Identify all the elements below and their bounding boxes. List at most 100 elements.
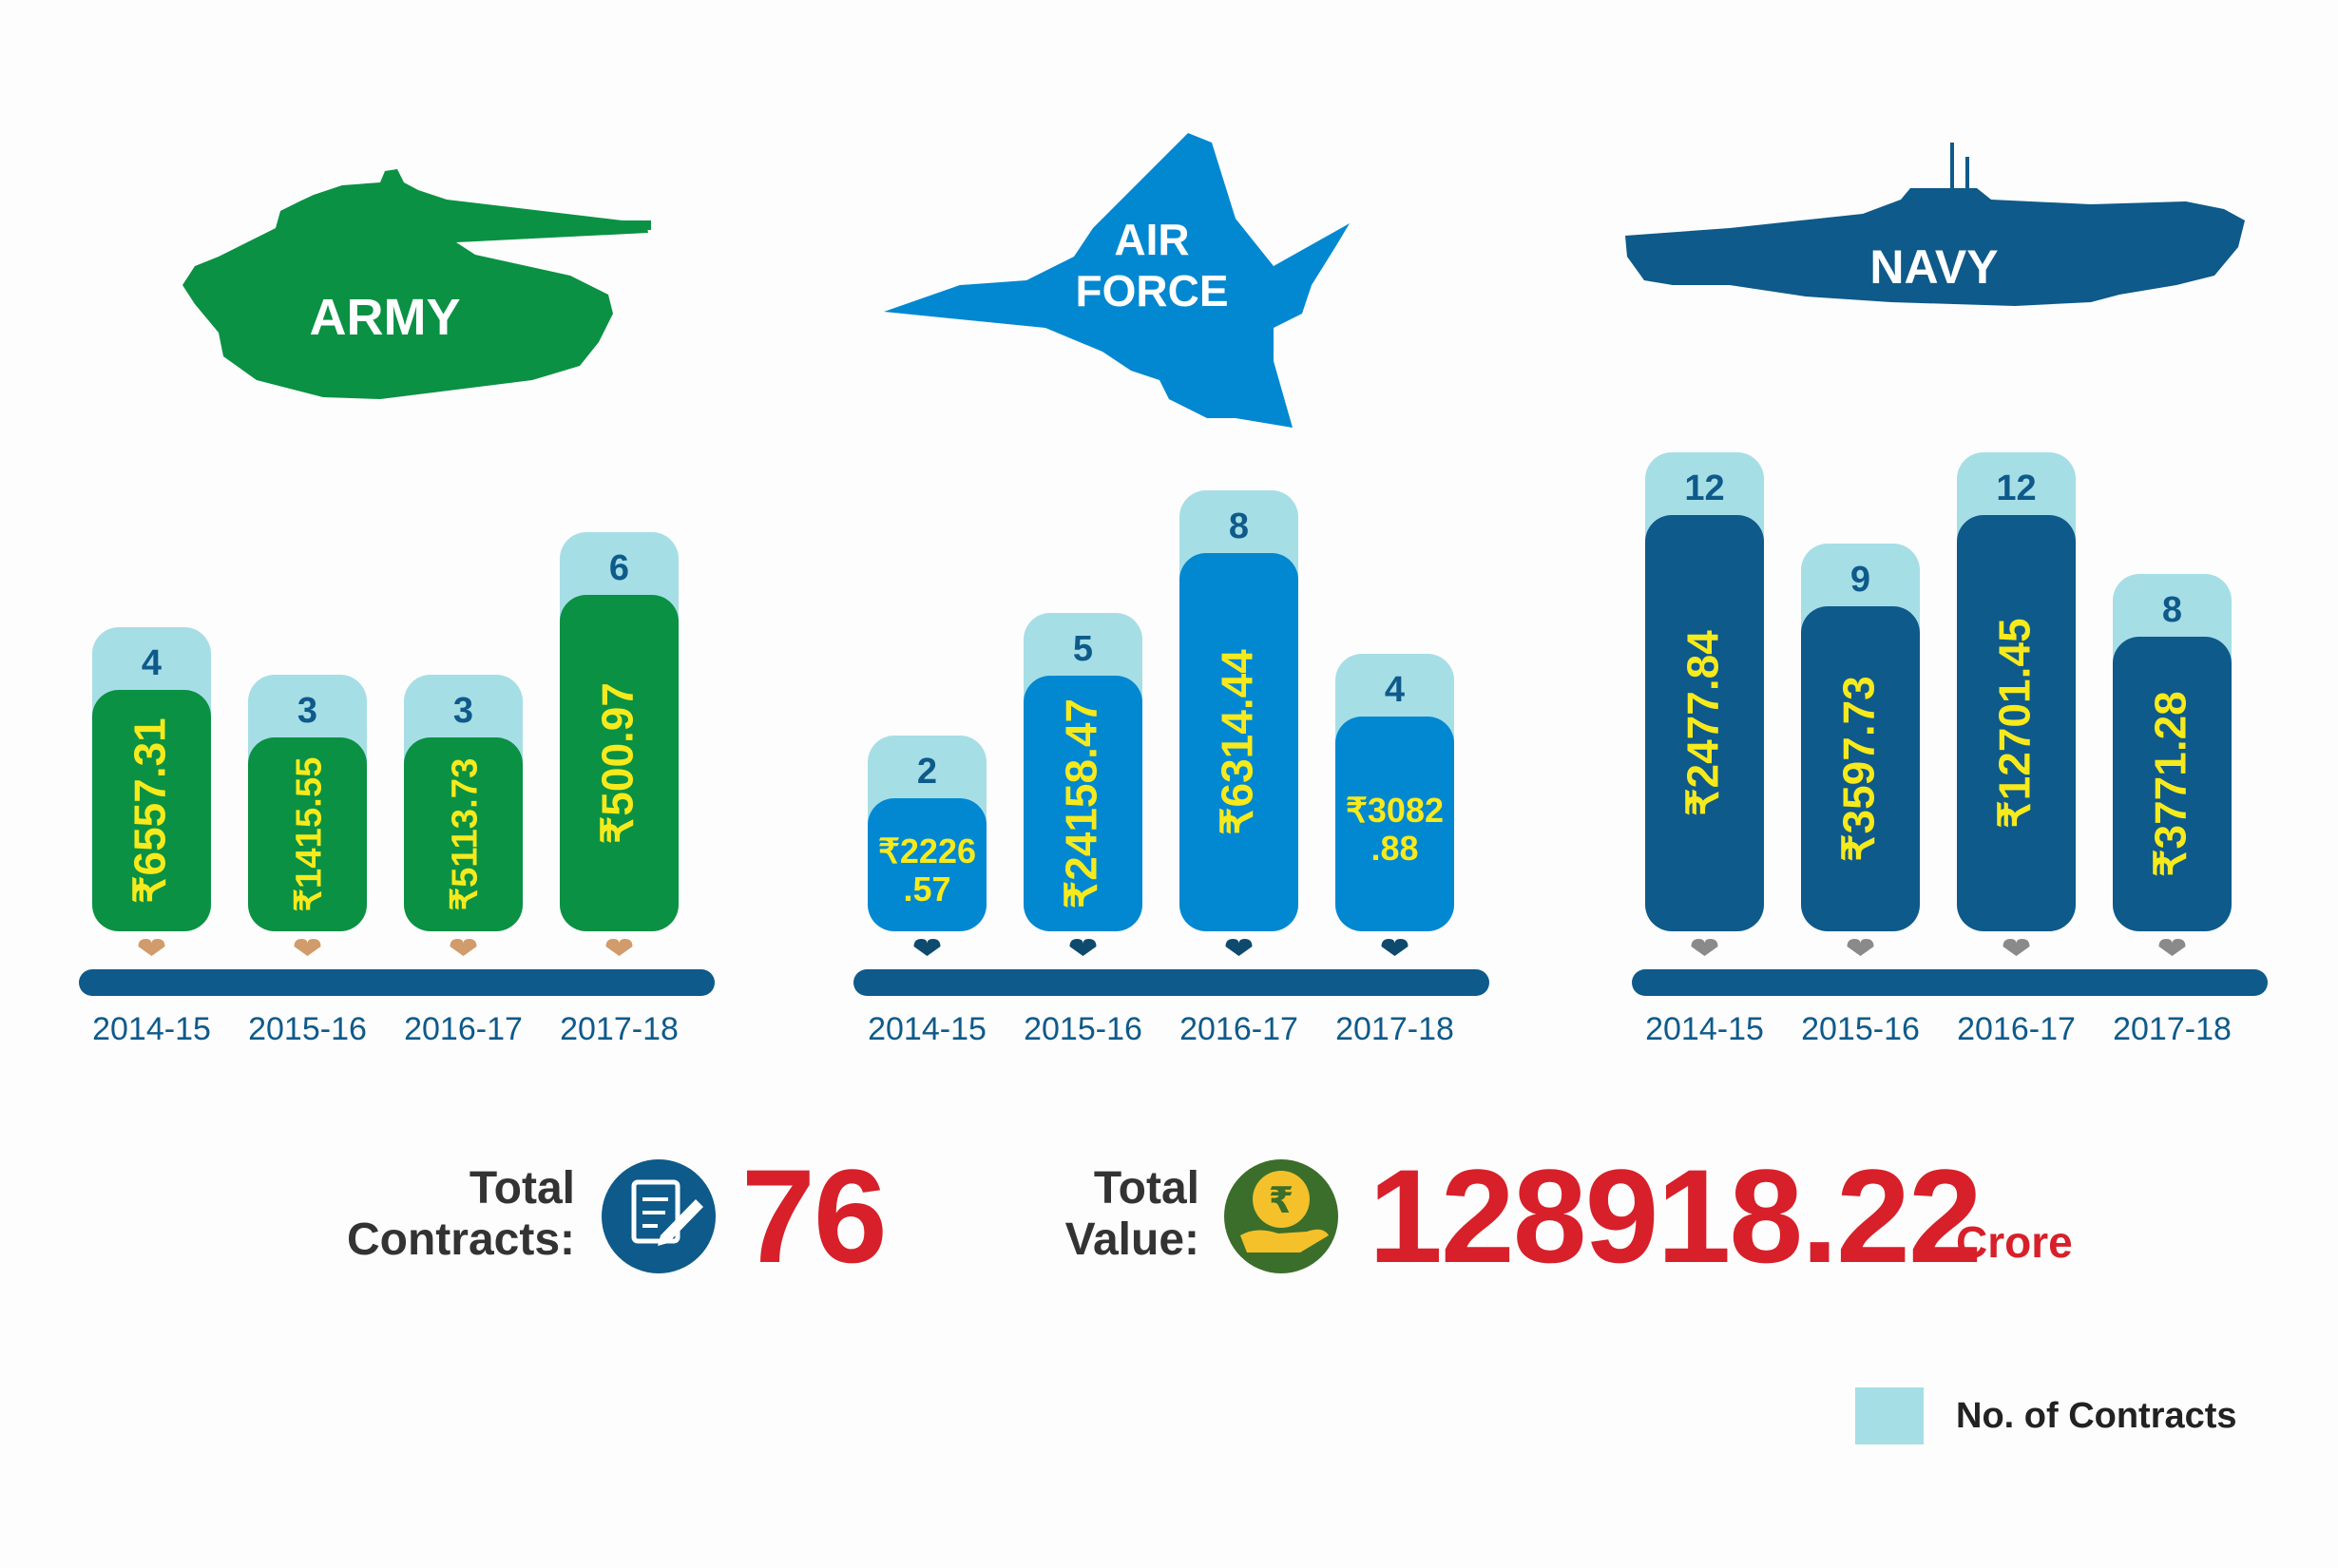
amount-bar (248, 737, 367, 931)
pin-marker (1691, 939, 1718, 956)
amount-label: ₹5113.73 (445, 758, 486, 911)
year-label: 2016-17 (1957, 1011, 2076, 1047)
amount-label: ₹2477.84 (1678, 630, 1728, 816)
amount-bar (92, 690, 211, 931)
amount-bar (2113, 637, 2232, 931)
total-value-label-line2: Value: (1064, 1214, 1199, 1265)
navy-title: NAVY (1869, 240, 1998, 294)
contracts-count-label: 4 (1385, 670, 1405, 710)
amount-label: ₹2226 (878, 832, 976, 870)
amount-label: ₹6314.44 (1213, 649, 1262, 835)
air-force-axis-line (853, 969, 1489, 996)
army-bar-chart: 4 ₹6557.31 2014-15 3 ₹1415.55 2015-16 3 ₹5113.7… (79, 532, 715, 1047)
fighter-jet-icon: AIR FORCE (884, 133, 1350, 428)
pin-marker (294, 939, 321, 956)
year-label: 2016-17 (1179, 1011, 1298, 1047)
amount-bar (868, 798, 987, 931)
amount-bar (1645, 515, 1764, 931)
year-label: 2015-16 (1024, 1011, 1142, 1047)
contracts-count-label: 4 (142, 643, 162, 683)
navy-bar-2016-17: 12 ₹12701.45 (1957, 452, 2076, 956)
contracts-count-label: 3 (453, 691, 473, 731)
contracts-count-label: 2 (917, 752, 937, 792)
contracts-count-label: 12 (1996, 468, 2036, 508)
air-force-bar-2016-17: 8 ₹6314.44 (1179, 490, 1298, 956)
amount-label: ₹12701.45 (1990, 618, 2040, 828)
amount-label: ₹3597.73 (1834, 676, 1884, 862)
army-bar-2015-16: 3 ₹1415.55 (248, 675, 367, 956)
pin-marker (1847, 939, 1874, 956)
contracts-count-label: 5 (1073, 629, 1093, 669)
navy-bar-chart: 12 ₹2477.84 2014-15 9 ₹3597.73 2015-16 12 ₹1270… (1632, 452, 2268, 1047)
total-value-amount: 128918.22 (1369, 1141, 1983, 1291)
amount-label: ₹1415.55 (289, 757, 330, 912)
army-title: ARMY (310, 289, 461, 346)
submarine-icon: NAVY (1625, 143, 2245, 306)
rupee-hand-icon: ₹ (1224, 1159, 1338, 1273)
total-contracts-label-line2: Contracts: (346, 1214, 575, 1265)
contracts-count-label: 3 (297, 691, 317, 731)
legend: No. of Contracts (1855, 1387, 2237, 1444)
army-bar-2017-18: 6 ₹500.97 (560, 532, 679, 956)
navy-axis-line (1632, 969, 2268, 996)
total-contracts-value: 76 (741, 1141, 888, 1291)
army-bar-2016-17: 3 ₹5113.73 (404, 675, 523, 956)
amount-bar (1957, 515, 2076, 931)
year-label: 2014-15 (92, 1011, 211, 1047)
contracts-count-label: 6 (609, 548, 629, 588)
army-bar-2014-15: 4 ₹6557.31 (92, 627, 211, 956)
navy-bar-2015-16: 9 ₹3597.73 (1801, 544, 1920, 956)
pin-marker (138, 939, 165, 956)
total-value-unit: Crore (1956, 1217, 2073, 1267)
air-force-bar-chart: 2 ₹2226.57 2014-15 5 ₹24158.47 2015-16 8 ₹6314.… (853, 490, 1489, 1047)
year-label: 2016-17 (404, 1011, 523, 1047)
air-force-bar-2014-15: 2 ₹2226.57 (868, 736, 987, 956)
amount-bar (1179, 553, 1298, 931)
air-force-bar-2017-18: 4 ₹3082.88 (1335, 654, 1454, 956)
pin-marker (450, 939, 477, 956)
year-label: 2017-18 (1335, 1011, 1454, 1047)
pin-marker (1225, 939, 1253, 956)
amount-bar (1801, 606, 1920, 931)
pin-marker (2003, 939, 2030, 956)
navy-bar-2017-18: 8 ₹3771.28 (2113, 574, 2232, 956)
amount-bar (1335, 717, 1454, 931)
contracts-count-label: 12 (1684, 468, 1724, 508)
svg-text:₹: ₹ (1269, 1179, 1294, 1221)
legend-swatch-contracts (1855, 1387, 1924, 1444)
total-contracts-label: Total Contracts: (285, 1163, 575, 1266)
pin-marker (1381, 939, 1409, 956)
amount-bar (560, 595, 679, 931)
year-label: 2017-18 (2113, 1011, 2232, 1047)
pin-marker (913, 939, 941, 956)
pin-marker (605, 939, 633, 956)
year-label: 2015-16 (1801, 1011, 1920, 1047)
pin-marker (1069, 939, 1097, 956)
amount-label: ₹3771.28 (2146, 691, 2195, 877)
pin-marker (2158, 939, 2186, 956)
amount-bar (1024, 676, 1142, 931)
year-label: 2017-18 (560, 1011, 679, 1047)
contracts-count-label: 8 (2162, 590, 2182, 630)
army-axis-line (79, 969, 715, 996)
total-value-label-line1: Total (1093, 1163, 1199, 1214)
amount-label: ₹3082 (1346, 791, 1444, 830)
air-force-title-line2: FORCE (1076, 266, 1229, 316)
amount-label-decimal: .57 (903, 870, 950, 908)
contracts-count-label: 9 (1850, 560, 1870, 600)
navy-bar-2014-15: 12 ₹2477.84 (1645, 452, 1764, 956)
year-label: 2014-15 (868, 1011, 987, 1047)
tank-icon: ARMY (182, 169, 651, 399)
amount-label: ₹24158.47 (1057, 698, 1106, 908)
amount-label-decimal: .88 (1370, 829, 1418, 868)
total-contracts-label-line1: Total (469, 1163, 575, 1214)
amount-label: ₹500.97 (593, 682, 642, 844)
air-force-bar-2015-16: 5 ₹24158.47 (1024, 613, 1142, 956)
amount-label: ₹6557.31 (125, 717, 175, 904)
year-label: 2014-15 (1645, 1011, 1764, 1047)
total-value-label: Total Value: (950, 1163, 1199, 1266)
year-label: 2015-16 (248, 1011, 367, 1047)
amount-bar (404, 737, 523, 931)
air-force-title-line1: AIR (1114, 215, 1189, 264)
